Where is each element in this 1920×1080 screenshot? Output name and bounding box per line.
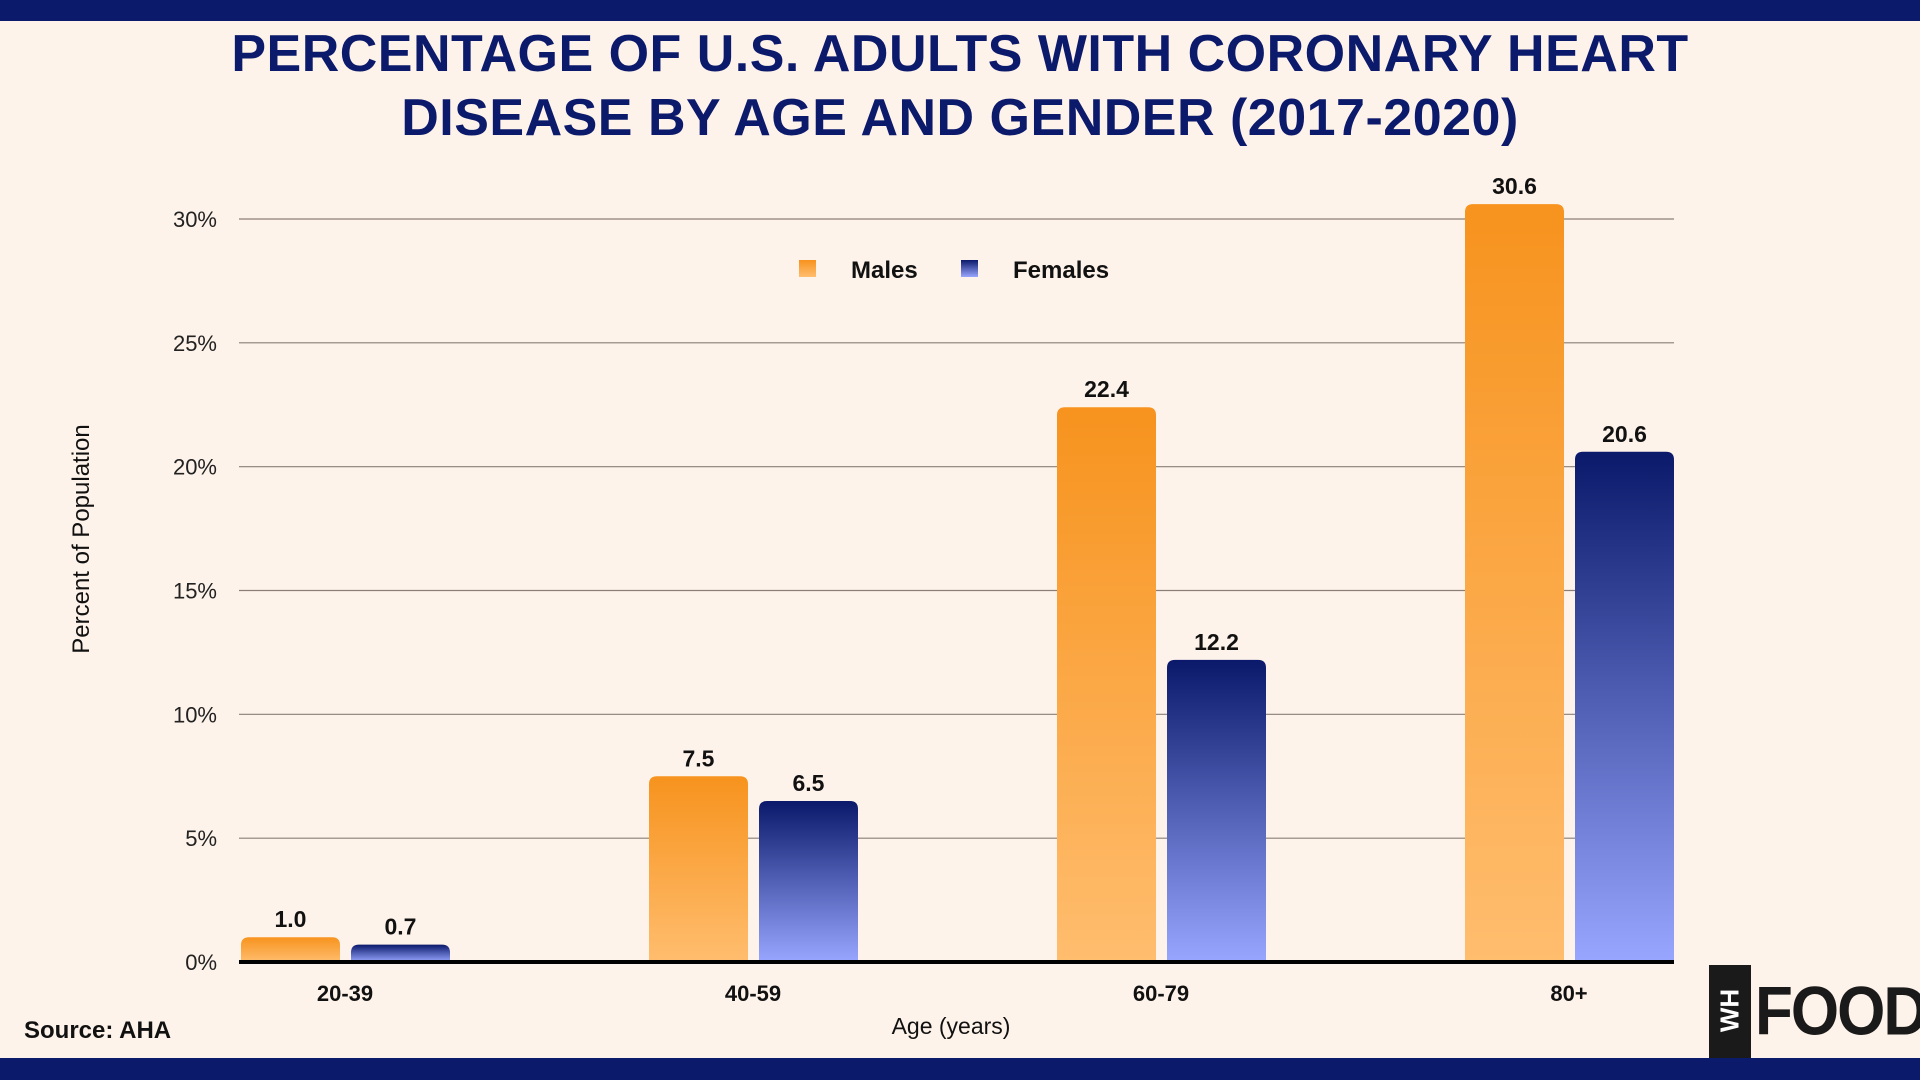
data-label: 30.6 [1492, 173, 1537, 199]
x-tick-label: 20-39 [317, 981, 373, 1006]
data-label: 22.4 [1084, 376, 1129, 402]
chart-title: PERCENTAGE OF U.S. ADULTS WITH CORONARY … [0, 22, 1920, 150]
bar-males-40-59 [649, 776, 748, 962]
bar-females-60-79 [1167, 659, 1266, 962]
bar-females-20-39 [351, 944, 450, 962]
title-line-2: DISEASE BY AGE AND GENDER (2017-2020) [401, 89, 1519, 147]
y-tick-label: 30% [173, 207, 217, 232]
x-tick-label: 40-59 [725, 981, 781, 1006]
y-tick-label: 20% [173, 455, 217, 480]
bar-males-20-39 [241, 937, 340, 962]
source-note: Source: AHA [24, 1017, 172, 1044]
data-label: 1.0 [275, 906, 307, 932]
top-accent-bar [0, 0, 1920, 21]
y-tick-label: 25% [173, 331, 217, 356]
y-tick-label: 0% [185, 950, 217, 975]
bar-males-80+ [1465, 204, 1564, 962]
data-label: 0.7 [385, 914, 417, 940]
data-label: 20.6 [1602, 421, 1647, 447]
y-axis-label: Percent of Population [68, 424, 95, 654]
x-tick-label: 80+ [1550, 981, 1587, 1006]
x-axis-label: Age (years) [892, 1013, 1011, 1039]
bar-males-60-79 [1057, 407, 1156, 962]
bar-females-80+ [1575, 451, 1674, 962]
y-tick-label: 5% [185, 826, 217, 851]
legend-label-males: Males [851, 257, 918, 284]
x-tick-label: 60-79 [1133, 981, 1189, 1006]
legend-swatch-males [799, 260, 816, 277]
legend-swatch-females [961, 260, 978, 277]
y-tick-label: 10% [173, 702, 217, 727]
title-line-1: PERCENTAGE OF U.S. ADULTS WITH CORONARY … [231, 25, 1689, 83]
logo-mark: WH [1709, 965, 1751, 1058]
y-tick-label: 15% [173, 579, 217, 604]
data-label: 12.2 [1194, 629, 1239, 655]
data-label: 6.5 [793, 770, 825, 796]
data-label: 7.5 [683, 745, 715, 771]
bar-females-40-59 [759, 801, 858, 962]
bottom-accent-bar [0, 1058, 1920, 1080]
logo-mark-text: WH [1714, 988, 1745, 1033]
logo-text: FOODS [1755, 974, 1920, 1050]
legend-label-females: Females [1013, 257, 1109, 284]
legend: Males Females [799, 257, 1109, 284]
